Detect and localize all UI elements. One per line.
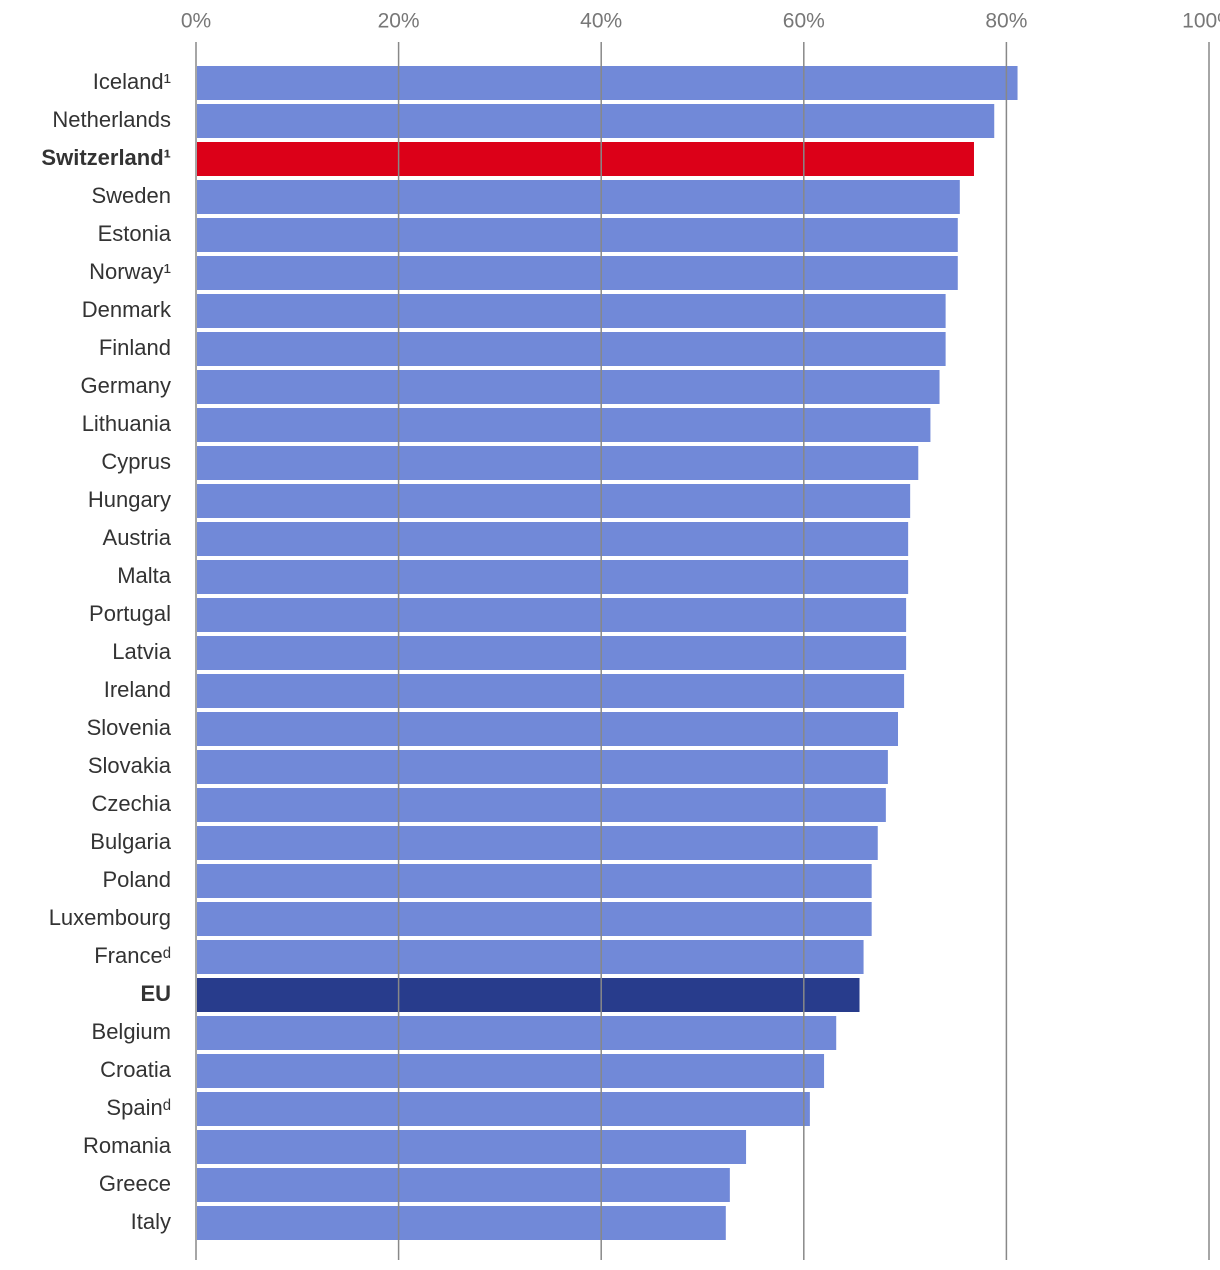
y-tick-label: Poland	[102, 867, 171, 892]
y-tick-label: Netherlands	[52, 107, 171, 132]
y-tick-label: Germany	[81, 373, 171, 398]
bar	[197, 750, 888, 784]
bar	[197, 636, 907, 670]
y-tick-label: Lithuania	[82, 411, 172, 436]
bar	[197, 560, 909, 594]
bar	[197, 104, 995, 138]
y-tick-label: Denmark	[82, 297, 172, 322]
y-tick-label: Estonia	[98, 221, 172, 246]
y-tick-label: Austria	[103, 525, 172, 550]
bar	[197, 788, 886, 822]
y-tick-label: Czechia	[92, 791, 172, 816]
bar	[197, 66, 1018, 100]
bar	[197, 598, 907, 632]
bar	[197, 1206, 726, 1240]
y-tick-label: Greece	[99, 1171, 171, 1196]
bar	[197, 484, 911, 518]
x-tick-label: 60%	[783, 10, 825, 33]
x-tick-label: 80%	[985, 10, 1027, 33]
y-tick-label: Luxembourg	[49, 905, 171, 930]
bar	[197, 674, 905, 708]
y-tick-label: Franceᵈ	[94, 943, 171, 968]
bar	[197, 1092, 810, 1126]
y-tick-label: Hungary	[88, 487, 171, 512]
bar	[197, 1016, 837, 1050]
y-tick-label: Italy	[131, 1209, 171, 1234]
bar	[197, 864, 872, 898]
bar	[197, 1054, 825, 1088]
bar	[197, 332, 946, 366]
y-tick-label: Slovakia	[88, 753, 172, 778]
bar	[197, 522, 909, 556]
bar	[197, 370, 940, 404]
bar	[197, 1168, 730, 1202]
y-tick-label: Croatia	[100, 1057, 172, 1082]
x-tick-label: 40%	[580, 10, 622, 33]
y-tick-label: Finland	[99, 335, 171, 360]
bar	[197, 294, 946, 328]
y-tick-label: Switzerland¹	[41, 145, 171, 170]
bar	[197, 826, 878, 860]
y-tick-label: Slovenia	[87, 715, 172, 740]
bar	[197, 408, 931, 442]
bar	[197, 218, 958, 252]
y-tick-label: Spainᵈ	[106, 1095, 171, 1120]
y-tick-label: Cyprus	[101, 449, 171, 474]
y-tick-label: Bulgaria	[90, 829, 171, 854]
y-tick-label: Iceland¹	[93, 69, 171, 94]
bar	[197, 180, 960, 214]
y-tick-label: Malta	[117, 563, 172, 588]
bar	[197, 712, 899, 746]
bar	[197, 142, 974, 176]
y-tick-label: Portugal	[89, 601, 171, 626]
y-tick-label: Norway¹	[89, 259, 171, 284]
x-tick-label: 0%	[181, 10, 211, 33]
y-tick-label: EU	[140, 981, 171, 1006]
bar	[197, 256, 958, 290]
bar	[197, 1130, 747, 1164]
x-tick-label: 100%	[1182, 10, 1220, 33]
y-tick-label: Belgium	[92, 1019, 171, 1044]
bar	[197, 902, 872, 936]
bar	[197, 978, 860, 1012]
y-tick-label: Romania	[83, 1133, 172, 1158]
y-tick-label: Ireland	[104, 677, 171, 702]
y-tick-label: Latvia	[112, 639, 171, 664]
bar	[197, 446, 919, 480]
bar	[197, 940, 864, 974]
y-tick-label: Sweden	[91, 183, 171, 208]
x-tick-label: 20%	[378, 10, 420, 33]
